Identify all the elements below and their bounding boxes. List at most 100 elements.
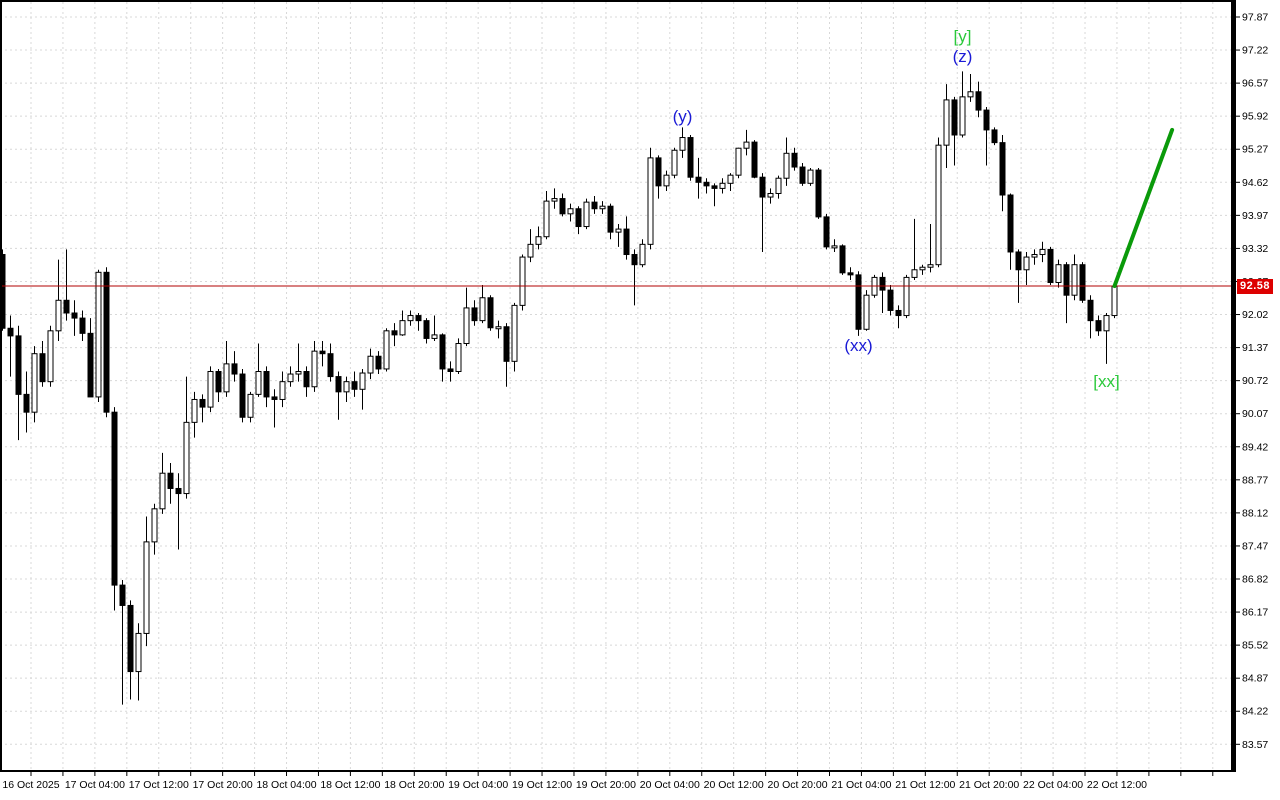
candle-bear bbox=[591, 201, 598, 210]
candle-bear bbox=[39, 353, 46, 383]
price-tick-label: 83.57 bbox=[1242, 739, 1268, 751]
price-tick-label: 84.87 bbox=[1242, 673, 1268, 685]
candle-bull bbox=[463, 307, 470, 345]
candle-bear bbox=[167, 472, 174, 489]
candle-bull bbox=[399, 320, 406, 336]
left-border bbox=[0, 0, 2, 772]
candle-bull bbox=[295, 370, 302, 375]
time-tick-label: 18 Oct 20:00 bbox=[384, 779, 444, 791]
time-tick-label: 17 Oct 12:00 bbox=[129, 779, 189, 791]
candle-bull bbox=[223, 363, 230, 393]
price-tick-label: 88.12 bbox=[1242, 507, 1268, 519]
top-border bbox=[0, 0, 1236, 2]
candle-bull bbox=[183, 421, 190, 495]
candle-bull bbox=[671, 149, 678, 176]
candle-bull bbox=[807, 169, 814, 184]
candle-bear bbox=[951, 99, 958, 136]
candle-bull bbox=[207, 370, 214, 408]
time-tick-label: 20 Oct 12:00 bbox=[704, 779, 764, 791]
candle-bull bbox=[543, 200, 550, 238]
candle-bull bbox=[47, 330, 54, 383]
candle-bear bbox=[23, 393, 30, 413]
price-tick-label: 95.27 bbox=[1242, 144, 1268, 156]
candle-bull bbox=[783, 152, 790, 179]
candle-bull bbox=[407, 315, 414, 322]
candle-bull bbox=[911, 269, 918, 278]
candle-bear bbox=[239, 373, 246, 418]
candle-bear bbox=[879, 276, 886, 291]
candle-bull bbox=[743, 141, 750, 149]
current-price-label: 92.58 bbox=[1237, 278, 1273, 294]
candle-bull bbox=[279, 381, 286, 400]
candle-bear bbox=[0, 254, 6, 329]
candle-bull bbox=[1103, 315, 1110, 332]
candle-bear bbox=[1063, 264, 1070, 296]
time-tick-label: 19 Oct 04:00 bbox=[448, 779, 508, 791]
candle-bull bbox=[95, 271, 102, 398]
candle-bear bbox=[1015, 251, 1022, 271]
candle-bull bbox=[495, 326, 502, 330]
candle-bear bbox=[15, 335, 22, 395]
price-tick-label: 86.17 bbox=[1242, 607, 1268, 619]
price-tick-label: 89.42 bbox=[1242, 441, 1268, 453]
candle-bull bbox=[727, 174, 734, 184]
candle-bear bbox=[711, 185, 718, 189]
candle-bull bbox=[135, 632, 142, 673]
price-tick-label: 86.82 bbox=[1242, 574, 1268, 586]
candle-bear bbox=[687, 137, 694, 178]
candle-bear bbox=[1095, 320, 1102, 332]
candle-bear bbox=[855, 274, 862, 330]
candle-bear bbox=[1007, 194, 1014, 253]
time-tick-label: 17 Oct 04:00 bbox=[65, 779, 125, 791]
price-axis-line[interactable] bbox=[1231, 0, 1236, 772]
candle-bear bbox=[231, 363, 238, 375]
candle-bear bbox=[983, 109, 990, 131]
price-tick-label: 92.02 bbox=[1242, 309, 1268, 321]
candle-bear bbox=[975, 91, 982, 111]
candle-bull bbox=[831, 245, 838, 249]
candle-bear bbox=[847, 272, 854, 276]
candle-bull bbox=[1055, 264, 1062, 283]
candle-bull bbox=[55, 299, 62, 332]
candle-bear bbox=[999, 142, 1006, 196]
candle-bear bbox=[127, 604, 134, 673]
candle-bear bbox=[631, 254, 638, 266]
candle-bear bbox=[607, 205, 614, 233]
candle-bear bbox=[7, 327, 14, 337]
price-tick-label: 93.97 bbox=[1242, 210, 1268, 222]
candle-bear bbox=[655, 157, 662, 187]
candle-bull bbox=[663, 174, 670, 187]
projection-trendline[interactable] bbox=[1112, 127, 1175, 289]
candle-bull bbox=[535, 236, 542, 245]
candle-bear bbox=[215, 370, 222, 393]
candle-bull bbox=[367, 355, 374, 374]
time-axis-line[interactable] bbox=[0, 770, 1236, 772]
candle-bear bbox=[1047, 248, 1054, 283]
price-tick-label: 85.52 bbox=[1242, 640, 1268, 652]
candle-bull bbox=[735, 147, 742, 176]
candle-bull bbox=[1039, 248, 1046, 256]
time-tick-label: 21 Oct 12:00 bbox=[895, 779, 955, 791]
candle-bull bbox=[151, 508, 158, 543]
candle-bull bbox=[567, 208, 574, 215]
candle-bull bbox=[599, 205, 606, 210]
candle-bull bbox=[191, 398, 198, 423]
candle-bull bbox=[143, 541, 150, 634]
candle-bull bbox=[943, 99, 950, 146]
candle-bear bbox=[751, 141, 758, 178]
candle-bull bbox=[551, 198, 558, 202]
candle-bear bbox=[303, 370, 310, 388]
candle-bull bbox=[959, 96, 966, 136]
price-tick-label: 96.57 bbox=[1242, 78, 1268, 90]
candle-bear bbox=[63, 299, 70, 314]
candle-bear bbox=[695, 176, 702, 183]
time-tick-label: 16 Oct 2025 bbox=[2, 779, 59, 791]
candle-bull bbox=[583, 201, 590, 228]
candle-bull bbox=[287, 373, 294, 383]
candle-bull bbox=[1031, 254, 1038, 258]
candle-bull bbox=[343, 381, 350, 393]
time-tick-label: 22 Oct 04:00 bbox=[1023, 779, 1083, 791]
candle-bear bbox=[175, 487, 182, 495]
candle-bull bbox=[927, 264, 934, 268]
